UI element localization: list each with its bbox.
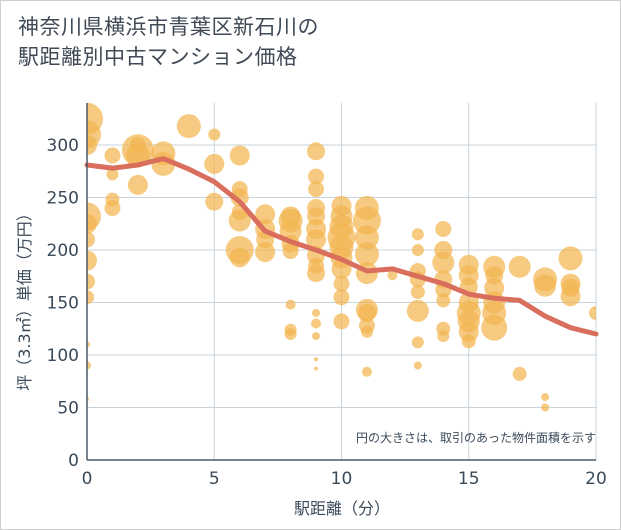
bubble — [282, 243, 299, 260]
bubble — [307, 142, 326, 161]
bubble — [387, 270, 398, 281]
bubble — [204, 153, 225, 174]
y-axis-label: 坪（3.3㎡）単価（万円） — [15, 205, 34, 390]
bubble — [541, 393, 550, 401]
bubble — [87, 135, 97, 155]
bubble — [176, 114, 201, 139]
bubble — [307, 264, 326, 283]
x-tick-label: 0 — [82, 469, 93, 489]
y-tick-label: 250 — [47, 189, 79, 209]
size-note: 円の大きさは、取引のあった物件面積を示す — [356, 430, 596, 445]
y-tick-label: 50 — [57, 399, 79, 419]
bubble — [308, 168, 325, 185]
bubble — [411, 228, 424, 241]
bubble — [312, 309, 321, 317]
bubble — [361, 366, 372, 377]
bubble — [312, 332, 321, 341]
bubble — [354, 225, 379, 250]
x-tick-label: 20 — [585, 469, 607, 489]
bubble — [411, 244, 424, 256]
bubble — [308, 181, 325, 198]
y-tick-label: 150 — [47, 294, 79, 314]
bubble — [284, 328, 297, 340]
bubble — [436, 293, 451, 308]
x-axis-label: 駅距離（分） — [294, 499, 390, 518]
bubble — [229, 145, 250, 166]
trend-line — [84, 156, 599, 337]
bubble — [333, 289, 350, 306]
bubble — [129, 137, 146, 153]
bubble — [560, 286, 581, 307]
y-tick-label: 0 — [68, 451, 79, 471]
bubble — [255, 242, 276, 263]
bubble — [432, 251, 455, 274]
y-tick-label: 100 — [47, 346, 79, 366]
bubble — [87, 273, 95, 290]
bubble — [87, 250, 97, 271]
bubble — [87, 361, 91, 370]
bubble — [406, 299, 429, 322]
bubble — [314, 366, 319, 371]
bubble — [461, 334, 476, 349]
bubble — [437, 330, 450, 343]
bubble — [285, 299, 296, 310]
bubble — [360, 325, 373, 338]
bubble — [205, 192, 224, 211]
bubble — [87, 290, 94, 305]
bubble — [481, 314, 508, 341]
bubble — [541, 403, 550, 412]
tick-labels: 0 50 100 150 200 250 300 0 5 10 15 20 — [47, 136, 607, 489]
bubble — [508, 255, 531, 278]
bubble — [352, 206, 381, 235]
x-tick-label: 5 — [209, 469, 220, 489]
bubble — [558, 246, 583, 271]
bubble — [311, 318, 322, 329]
x-tick-label: 10 — [331, 469, 353, 489]
bubble — [104, 200, 121, 216]
bubble — [410, 285, 425, 299]
bubble — [354, 242, 379, 267]
bubble — [208, 128, 221, 141]
bubble — [534, 274, 557, 297]
chart-title: 神奈川県横浜市青葉区新石川の 駅距離別中古マンション価格 — [18, 12, 319, 72]
y-tick-label: 200 — [47, 241, 79, 261]
bubble — [127, 174, 148, 195]
bubble — [229, 247, 250, 268]
bubble — [333, 275, 350, 292]
bubble — [413, 361, 422, 370]
bubble — [333, 313, 350, 330]
bubble — [104, 147, 121, 164]
bubble — [87, 231, 95, 248]
bubble — [87, 213, 97, 234]
bubble — [106, 168, 119, 181]
bubble — [512, 366, 527, 381]
bubble — [255, 204, 276, 225]
bubble — [306, 229, 327, 250]
bubble — [230, 188, 249, 207]
bubble — [228, 209, 251, 232]
axes — [86, 103, 596, 461]
title-line-1: 神奈川県横浜市青葉区新石川の — [18, 15, 319, 39]
bubble — [589, 306, 596, 320]
title-line-2: 駅距離別中古マンション価格 — [18, 45, 298, 69]
bubble — [435, 221, 452, 237]
y-tick-label: 300 — [47, 136, 79, 156]
x-tick-label: 15 — [458, 469, 480, 489]
bubble — [357, 304, 376, 322]
bubble — [411, 336, 424, 349]
bubble — [314, 357, 319, 362]
